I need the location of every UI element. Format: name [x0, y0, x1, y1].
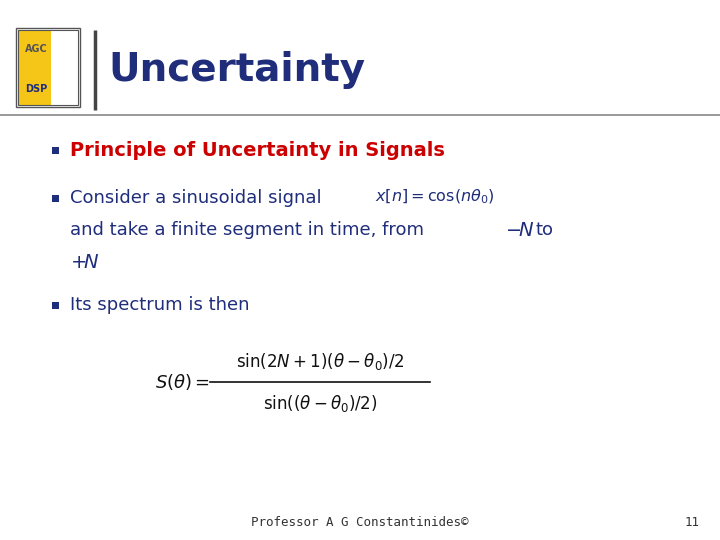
- Text: Uncertainty: Uncertainty: [108, 51, 365, 89]
- Text: 11: 11: [685, 516, 700, 529]
- Text: to: to: [535, 221, 553, 239]
- Text: and take a finite segment in time, from: and take a finite segment in time, from: [70, 221, 424, 239]
- FancyBboxPatch shape: [52, 146, 58, 153]
- Text: $x[n]=\cos(n\theta_0)$: $x[n]=\cos(n\theta_0)$: [375, 188, 495, 206]
- Text: DSP: DSP: [25, 84, 48, 94]
- Text: $+\!\mathit{N}$: $+\!\mathit{N}$: [70, 253, 99, 272]
- Text: $\sin(2N+1)(\theta - \theta_0)/2$: $\sin(2N+1)(\theta - \theta_0)/2$: [236, 352, 404, 373]
- Text: $S(\theta) =$: $S(\theta) =$: [155, 372, 210, 392]
- Text: Its spectrum is then: Its spectrum is then: [70, 296, 250, 314]
- Text: $\sin((\theta - \theta_0)/2)$: $\sin((\theta - \theta_0)/2)$: [263, 393, 377, 414]
- Text: AGC: AGC: [25, 44, 48, 54]
- FancyBboxPatch shape: [18, 30, 51, 105]
- FancyBboxPatch shape: [51, 30, 78, 105]
- Text: $-\!\mathit{N}$: $-\!\mathit{N}$: [505, 220, 534, 240]
- Text: Consider a sinusoidal signal: Consider a sinusoidal signal: [70, 189, 322, 207]
- FancyBboxPatch shape: [52, 301, 58, 308]
- Text: Principle of Uncertainty in Signals: Principle of Uncertainty in Signals: [70, 140, 445, 159]
- Text: Professor A G Constantinides©: Professor A G Constantinides©: [251, 516, 469, 529]
- FancyBboxPatch shape: [52, 194, 58, 201]
